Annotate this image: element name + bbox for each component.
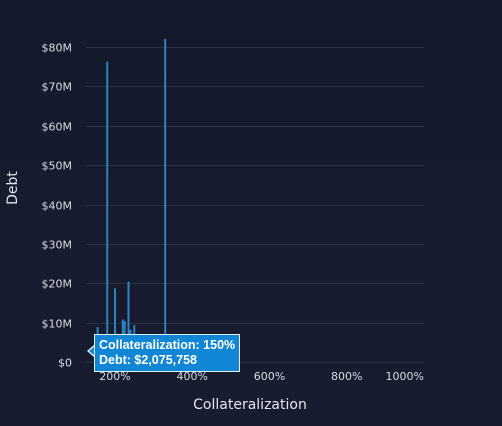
debt-bar[interactable]	[164, 38, 167, 363]
gridlines	[86, 47, 424, 363]
y-tick-labels: $0 $10M $20M $30M $40M $50M $60M $70M $80M	[42, 42, 73, 370]
x-axis-title: Collateralization	[193, 397, 307, 413]
tooltip-collateralization: Collateralization: 150%	[99, 338, 236, 352]
x-tick-label: 600%	[254, 370, 285, 383]
hover-tooltip: Collateralization: 150% Debt: $2,075,758	[94, 334, 241, 372]
y-tick-label: $40M	[42, 200, 73, 213]
x-tick-label: 800%	[331, 370, 362, 383]
tooltip-pointer-fill	[89, 345, 95, 356]
y-tick-label: $0	[58, 357, 72, 370]
y-axis-title: Debt	[5, 171, 21, 205]
y-tick-label: $20M	[42, 278, 73, 291]
y-tick-label: $50M	[42, 160, 73, 173]
y-tick-label: $30M	[42, 239, 73, 252]
y-tick-label: $70M	[42, 81, 73, 94]
x-tick-label: 1000%	[386, 370, 424, 383]
debt-bar[interactable]	[106, 61, 109, 363]
tooltip-debt: Debt: $2,075,758	[99, 353, 197, 367]
x-tick-labels: 200% 400% 600% 800% 1000%	[99, 370, 424, 383]
bars	[94, 38, 213, 363]
y-tick-label: $60M	[42, 121, 73, 134]
x-tick-label: 400%	[177, 370, 208, 383]
x-tick-label: 200%	[99, 370, 130, 383]
y-tick-label: $10M	[42, 318, 73, 331]
y-tick-label: $80M	[42, 42, 73, 55]
